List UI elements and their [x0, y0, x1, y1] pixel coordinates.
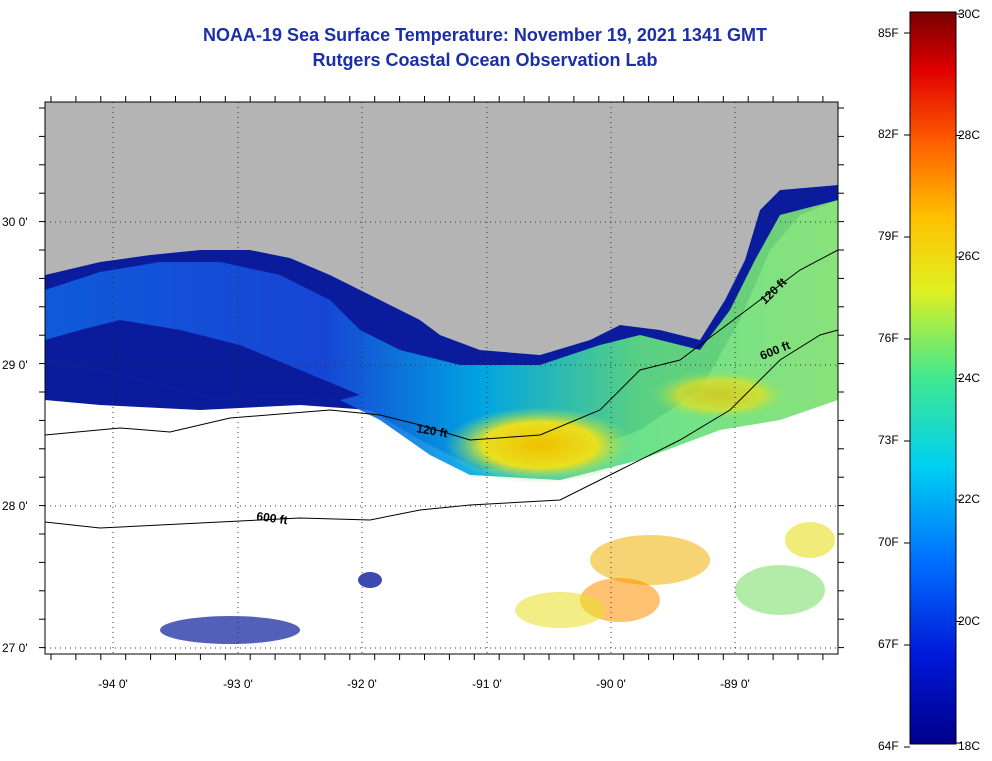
contour-label-120ft-west: 120 ft	[415, 421, 448, 440]
lon-label-92: -92 0'	[347, 677, 377, 691]
lat-label-27: 27 0'	[2, 641, 28, 655]
lon-label-91: -91 0'	[472, 677, 502, 691]
map-title: NOAA-19 Sea Surface Temperature: Novembe…	[203, 25, 767, 45]
contour-600ft	[45, 329, 838, 529]
cbar-c-18: 18C	[958, 739, 980, 753]
cbar-f-67: 67F	[878, 637, 899, 651]
colorbar-ticks	[904, 13, 962, 748]
graticule	[45, 102, 838, 654]
contour-120ft-west	[45, 249, 838, 441]
map-subtitle: Rutgers Coastal Ocean Observation Lab	[312, 50, 658, 70]
lon-label-90: -90 0'	[596, 677, 626, 691]
cbar-c-28: 28C	[958, 128, 980, 142]
lon-label-89: -89 0'	[720, 677, 750, 691]
shelf-water	[45, 200, 838, 480]
cbar-c-20: 20C	[958, 614, 980, 628]
cold-tongue	[45, 320, 360, 400]
cbar-f-82: 82F	[878, 127, 899, 141]
cbar-f-76: 76F	[878, 331, 899, 345]
map-frame	[44, 101, 839, 655]
lat-label-28: 28 0'	[2, 499, 28, 513]
lat-label-30: 30 0'	[2, 215, 28, 229]
cbar-c-22: 22C	[958, 492, 980, 506]
cbar-c-26: 26C	[958, 249, 980, 263]
cbar-c-30: 30C	[958, 7, 980, 21]
warm-core	[445, 407, 635, 483]
cbar-f-70: 70F	[878, 535, 899, 549]
lon-label-94: -94 0'	[98, 677, 128, 691]
cbar-f-85: 85F	[878, 26, 899, 40]
offshore-sst-patches	[160, 522, 835, 644]
land-area	[45, 102, 838, 355]
lat-label-29: 29 0'	[2, 358, 28, 372]
axis-ticks	[39, 96, 844, 660]
cbar-f-64: 64F	[878, 739, 899, 753]
cbar-c-24: 24C	[958, 371, 980, 385]
cbar-f-79: 79F	[878, 229, 899, 243]
lon-label-93: -93 0'	[223, 677, 253, 691]
warm-patch-east	[650, 370, 790, 420]
contour-label-600ft-west: 600 ft	[256, 509, 289, 527]
colorbar	[909, 11, 957, 745]
cbar-f-73: 73F	[878, 433, 899, 447]
